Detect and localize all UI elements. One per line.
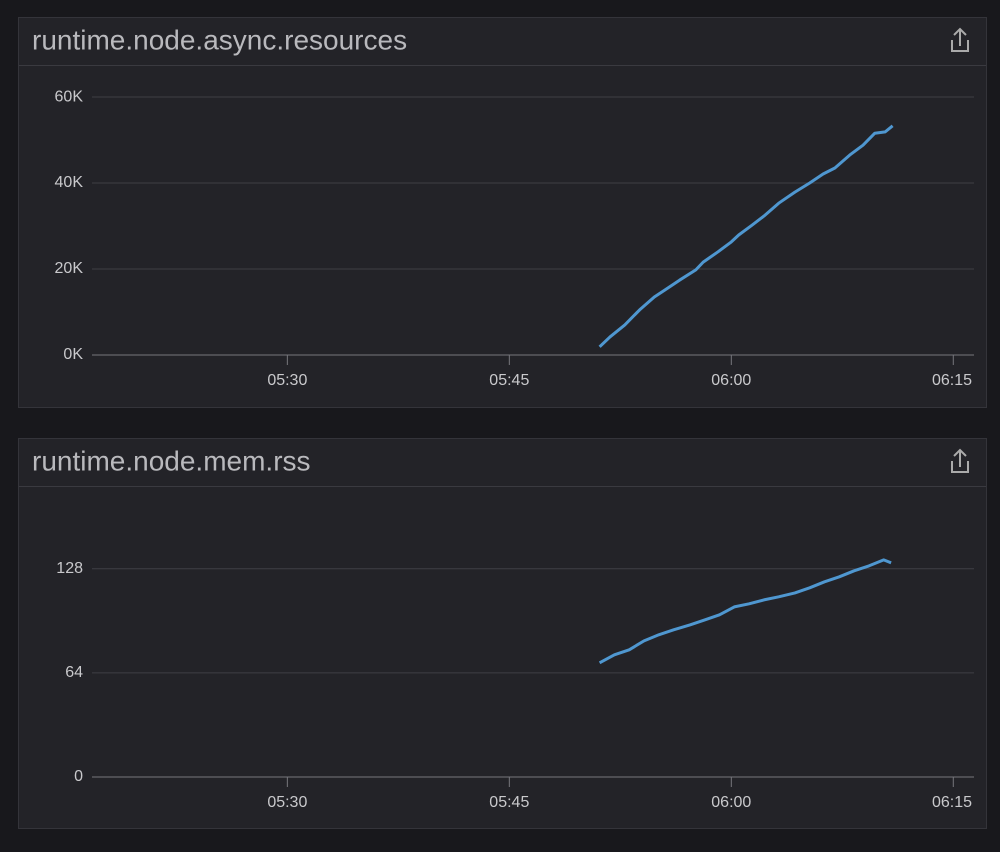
- x-tick-label: 05:45: [489, 372, 529, 389]
- y-tick-label: 64: [65, 664, 83, 681]
- share-icon-tray[interactable]: [951, 461, 969, 473]
- data-line: [598, 558, 892, 665]
- x-tick-label: 06:00: [711, 794, 751, 811]
- share-icon-arrow[interactable]: [953, 27, 967, 46]
- panel: runtime.node.mem.rss: [18, 438, 987, 829]
- x-tick-label: 06:15: [932, 794, 972, 811]
- y-tick-label: 0K: [63, 346, 83, 363]
- y-tick-label: 20K: [55, 260, 84, 277]
- panel: runtime.node.async.resources: [18, 17, 987, 408]
- share-icon-arrow[interactable]: [953, 448, 967, 467]
- x-tick-label: 05:30: [267, 794, 307, 811]
- y-tick-label: 0: [74, 768, 83, 785]
- x-tick-label: 05:30: [267, 372, 307, 389]
- y-tick-label: 60K: [55, 88, 84, 105]
- y-tick-label: 128: [56, 560, 83, 577]
- data-line: [598, 124, 894, 348]
- panel-frame: [18, 17, 987, 408]
- y-tick-label: 40K: [55, 174, 84, 191]
- x-tick-label: 05:45: [489, 794, 529, 811]
- x-tick-label: 06:15: [932, 372, 972, 389]
- share-icon-tray[interactable]: [951, 40, 969, 52]
- panel-title: runtime.node.mem.rss: [32, 445, 311, 476]
- x-tick-label: 06:00: [711, 372, 751, 389]
- panel-frame: [18, 438, 987, 829]
- panel-title: runtime.node.async.resources: [32, 24, 407, 55]
- share-button[interactable]: [951, 27, 969, 52]
- share-button[interactable]: [951, 448, 969, 473]
